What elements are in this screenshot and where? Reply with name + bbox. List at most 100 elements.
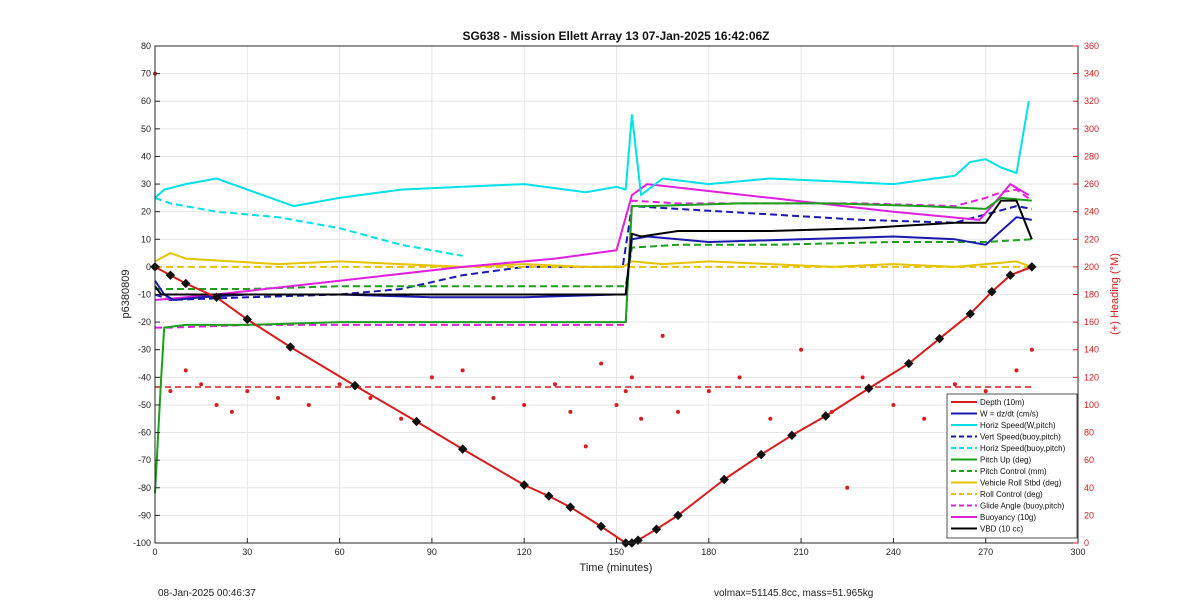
y2-tick-label: 220 [1084, 234, 1099, 244]
depth-marker [285, 342, 296, 352]
heading-point [522, 402, 527, 407]
y-tick-label: 50 [141, 124, 151, 134]
heading-point [168, 389, 173, 394]
depth-marker [756, 449, 766, 460]
depth-marker [565, 502, 576, 512]
x-tick-label: 120 [517, 547, 532, 557]
y-tick-label: 40 [141, 151, 151, 161]
y-tick-label: -10 [138, 290, 151, 300]
depth-marker [787, 430, 797, 441]
y-tick-label: -40 [138, 372, 151, 382]
y2-tick-label: 20 [1084, 510, 1094, 520]
x-tick-label: 180 [701, 547, 716, 557]
series-line [154, 196, 1032, 494]
depth-marker [719, 474, 729, 485]
heading-point [306, 402, 311, 407]
depth-marker [673, 510, 683, 521]
depth-marker [864, 383, 874, 394]
heading-point [845, 485, 850, 490]
series-line [154, 252, 1033, 268]
y-tick-label: -90 [138, 510, 151, 520]
depth-marker [1005, 270, 1016, 280]
heading-point [245, 389, 250, 394]
footer-mass-info: volmax=51145.8cc, mass=51.965kg [714, 588, 874, 599]
series-line [154, 196, 463, 257]
y2-tick-label: 260 [1084, 179, 1099, 189]
series-layer [150, 71, 1037, 548]
y-tick-label: 0 [146, 262, 151, 272]
heading-point [676, 409, 681, 414]
y-tick-label: -50 [138, 400, 151, 410]
y2-tick-label: 140 [1084, 345, 1099, 355]
y-tick-label: 60 [141, 96, 151, 106]
y-tick-label: -20 [138, 317, 151, 327]
heading-point [1014, 368, 1019, 373]
x-tick-label: 240 [886, 547, 901, 557]
legend-label: Vert Speed(buoy,pitch) [980, 433, 1061, 442]
y-tick-label: -80 [138, 483, 151, 493]
heading-point [460, 368, 465, 373]
legend-label: Vehicle Roll Stbd (deg) [980, 479, 1062, 488]
footer-timestamp: 08-Jan-2025 00:46:37 [158, 588, 256, 599]
y2-tick-label: 280 [1084, 151, 1099, 161]
heading-point [660, 333, 665, 338]
legend: Depth (10m) W = dz/dt (cm/s) Horiz Speed(W… [946, 393, 1078, 539]
heading-point [891, 402, 896, 407]
depth-marker [651, 524, 662, 534]
y-tick-label: -30 [138, 345, 151, 355]
y-tick-label: 80 [141, 41, 151, 51]
y2-tick-label: 120 [1084, 372, 1099, 382]
legend-box [946, 393, 1078, 539]
heading-point [983, 389, 988, 394]
heading-point [737, 375, 742, 380]
y2-tick-label: 240 [1084, 207, 1099, 217]
heading-point [491, 396, 496, 401]
x-tick-label: 210 [794, 547, 809, 557]
heading-point [768, 416, 773, 421]
x-tick-label: 0 [152, 547, 157, 557]
heading-point [214, 402, 219, 407]
depth-marker [544, 491, 554, 501]
y-tick-label: 30 [141, 179, 151, 189]
y-tick-label: 20 [141, 207, 151, 217]
heading-point [276, 396, 281, 401]
chart-title: SG638 - Mission Ellett Array 13 07-Jan-2… [462, 29, 769, 43]
y2-tick-label: 160 [1084, 317, 1099, 327]
heading-point [552, 382, 557, 387]
depth-marker [242, 314, 253, 325]
x-axis-label: Time (minutes) [580, 562, 653, 574]
heading-point [706, 389, 711, 394]
y2-tick-label: 40 [1084, 483, 1094, 493]
depth-marker [965, 309, 976, 319]
heading-point [429, 375, 434, 380]
y2-tick-label: 80 [1084, 428, 1094, 438]
heading-point [368, 396, 373, 401]
heading-point [639, 416, 644, 421]
x-tick-label: 30 [242, 547, 252, 557]
heading-point [229, 409, 234, 414]
heading-point [337, 382, 342, 387]
y2-tick-label: 0 [1084, 538, 1089, 548]
legend-label: Depth (10m) [980, 398, 1025, 407]
legend-label: Pitch Control (mm) [980, 467, 1047, 476]
series-line [154, 199, 1033, 296]
depth-marker [934, 333, 945, 344]
y2-tick-label: 340 [1084, 69, 1099, 79]
y2-tick-label: 60 [1084, 455, 1094, 465]
depth-marker [987, 287, 997, 297]
heading-point [399, 416, 404, 421]
heading-point [599, 361, 604, 366]
y-tick-label: 70 [141, 69, 151, 79]
legend-label: Horiz Speed(buoy,pitch) [980, 444, 1066, 453]
series-line [155, 238, 1032, 290]
depth-marker [904, 358, 914, 369]
x-tick-label: 270 [978, 547, 993, 557]
heading-point [629, 375, 634, 380]
heading-point [860, 375, 865, 380]
heading-point [952, 382, 957, 387]
legend-label: Roll Control (deg) [980, 490, 1043, 499]
heading-point [922, 416, 927, 421]
series-line [155, 188, 1033, 329]
heading-point [614, 402, 619, 407]
depth-marker [165, 270, 176, 280]
